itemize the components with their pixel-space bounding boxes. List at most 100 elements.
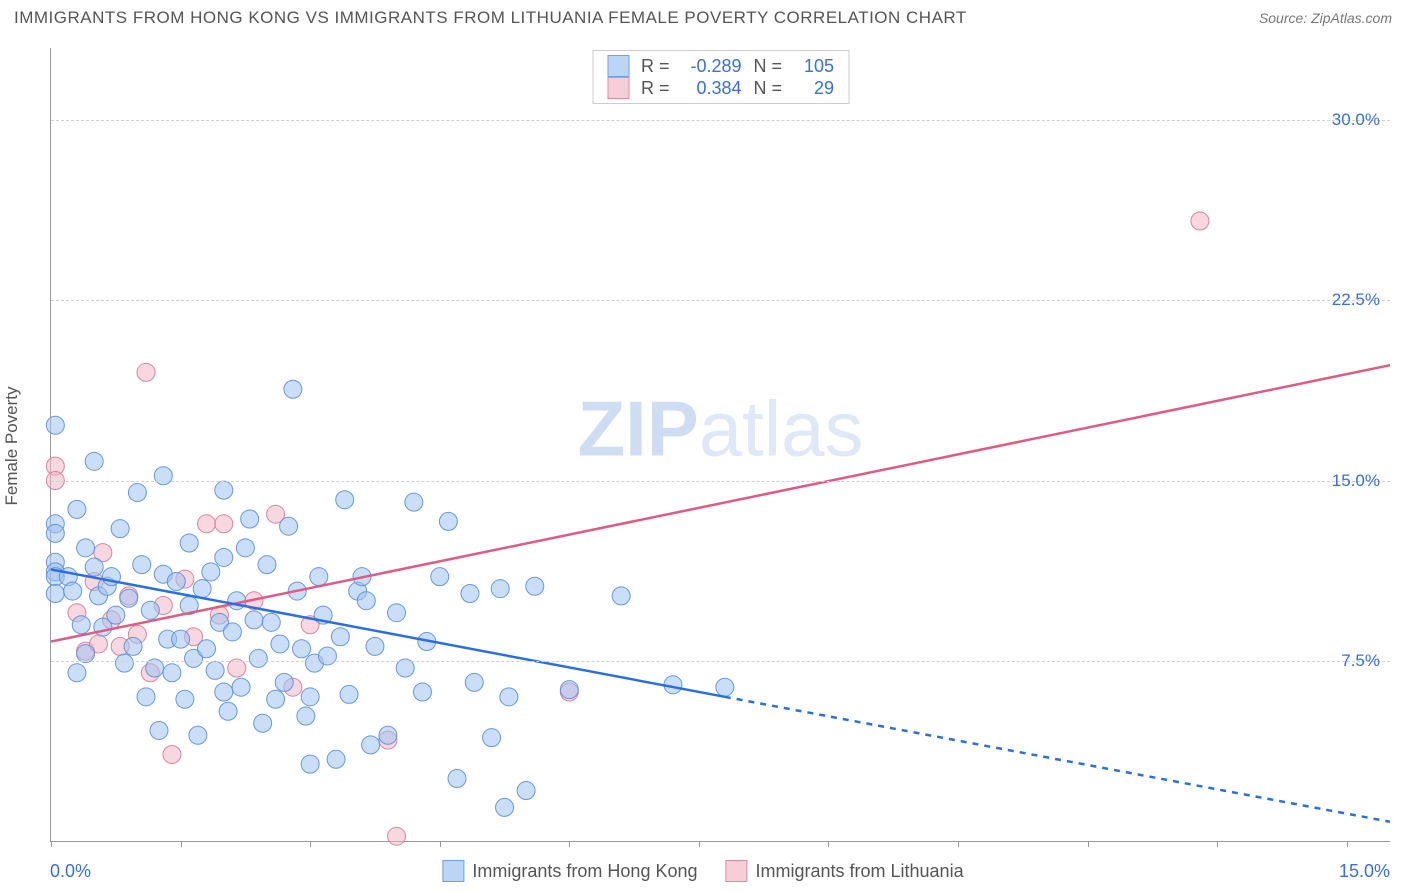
data-point bbox=[258, 556, 276, 574]
data-point bbox=[388, 827, 406, 845]
data-point bbox=[137, 363, 155, 381]
data-point bbox=[46, 524, 64, 542]
x-tick bbox=[181, 841, 182, 847]
data-point bbox=[366, 637, 384, 655]
r-label: R = bbox=[641, 78, 670, 99]
r-value: 0.384 bbox=[682, 78, 742, 99]
data-point bbox=[431, 568, 449, 586]
y-axis-label: Female Poverty bbox=[2, 386, 22, 505]
correlation-row: R = 0.384 N = 29 bbox=[607, 77, 834, 99]
data-point bbox=[197, 515, 215, 533]
x-tick bbox=[828, 841, 829, 847]
data-point bbox=[496, 798, 514, 816]
data-point bbox=[439, 512, 457, 530]
data-point bbox=[72, 616, 90, 634]
y-tick-label: 22.5% bbox=[1332, 290, 1380, 310]
data-point bbox=[141, 601, 159, 619]
y-tick-label: 15.0% bbox=[1332, 471, 1380, 491]
data-point bbox=[85, 558, 103, 576]
n-label: N = bbox=[754, 78, 783, 99]
data-point bbox=[491, 580, 509, 598]
data-point bbox=[64, 582, 82, 600]
data-point bbox=[245, 611, 263, 629]
data-point bbox=[193, 580, 211, 598]
data-point bbox=[301, 688, 319, 706]
data-point bbox=[357, 592, 375, 610]
data-point bbox=[249, 649, 267, 667]
data-point bbox=[327, 750, 345, 768]
data-point bbox=[206, 661, 224, 679]
data-point bbox=[612, 587, 630, 605]
data-point bbox=[180, 534, 198, 552]
x-tick bbox=[1088, 841, 1089, 847]
legend-label: Immigrants from Lithuania bbox=[756, 861, 964, 882]
gridline bbox=[51, 481, 1390, 482]
data-point bbox=[241, 510, 259, 528]
gridline bbox=[51, 120, 1390, 121]
data-point bbox=[236, 539, 254, 557]
n-value: 105 bbox=[794, 56, 834, 77]
data-point bbox=[301, 755, 319, 773]
data-point bbox=[197, 640, 215, 658]
y-tick-label: 7.5% bbox=[1341, 651, 1380, 671]
data-point bbox=[340, 685, 358, 703]
data-point bbox=[280, 517, 298, 535]
data-point bbox=[172, 630, 190, 648]
data-point bbox=[215, 683, 233, 701]
legend-swatch bbox=[726, 860, 748, 882]
data-point bbox=[297, 707, 315, 725]
data-point bbox=[167, 572, 185, 590]
x-tick bbox=[440, 841, 441, 847]
x-axis-max-label: 15.0% bbox=[1339, 861, 1390, 882]
data-point bbox=[115, 654, 133, 672]
data-point bbox=[163, 664, 181, 682]
n-label: N = bbox=[754, 56, 783, 77]
data-point bbox=[362, 736, 380, 754]
data-point bbox=[336, 491, 354, 509]
data-point bbox=[262, 613, 280, 631]
trendline bbox=[725, 697, 1390, 822]
data-point bbox=[85, 452, 103, 470]
x-tick bbox=[1347, 841, 1348, 847]
data-point bbox=[267, 690, 285, 708]
x-tick bbox=[699, 841, 700, 847]
data-point bbox=[176, 690, 194, 708]
data-point bbox=[318, 647, 336, 665]
trendline bbox=[51, 365, 1390, 641]
legend-item: Immigrants from Lithuania bbox=[726, 860, 964, 882]
correlation-legend: R = -0.289 N = 105 R = 0.384 N = 29 bbox=[592, 50, 849, 104]
legend-swatch bbox=[442, 860, 464, 882]
data-point bbox=[68, 664, 86, 682]
r-label: R = bbox=[641, 56, 670, 77]
data-point bbox=[465, 673, 483, 691]
x-axis-min-label: 0.0% bbox=[50, 861, 91, 882]
plot-area: ZIPatlas R = -0.289 N = 105 R = 0.384 N … bbox=[50, 48, 1390, 842]
data-point bbox=[215, 548, 233, 566]
gridline bbox=[51, 300, 1390, 301]
source-link[interactable]: ZipAtlas.com bbox=[1311, 10, 1392, 26]
chart-title: IMMIGRANTS FROM HONG KONG VS IMMIGRANTS … bbox=[14, 8, 967, 28]
data-point bbox=[215, 481, 233, 499]
data-point bbox=[133, 556, 151, 574]
legend-swatch bbox=[607, 55, 629, 77]
data-point bbox=[163, 745, 181, 763]
data-point bbox=[77, 539, 95, 557]
r-value: -0.289 bbox=[682, 56, 742, 77]
legend-swatch bbox=[607, 77, 629, 99]
legend: Immigrants from Hong Kong Immigrants fro… bbox=[442, 860, 963, 882]
x-tick bbox=[569, 841, 570, 847]
data-point bbox=[68, 500, 86, 518]
legend-label: Immigrants from Hong Kong bbox=[472, 861, 697, 882]
x-tick bbox=[958, 841, 959, 847]
data-point bbox=[124, 637, 142, 655]
data-point bbox=[202, 563, 220, 581]
data-point bbox=[526, 577, 544, 595]
data-point bbox=[46, 584, 64, 602]
y-tick-label: 30.0% bbox=[1332, 110, 1380, 130]
data-point bbox=[716, 678, 734, 696]
data-point bbox=[215, 515, 233, 533]
data-point bbox=[483, 729, 501, 747]
n-value: 29 bbox=[794, 78, 834, 99]
data-point bbox=[413, 683, 431, 701]
data-point bbox=[111, 520, 129, 538]
